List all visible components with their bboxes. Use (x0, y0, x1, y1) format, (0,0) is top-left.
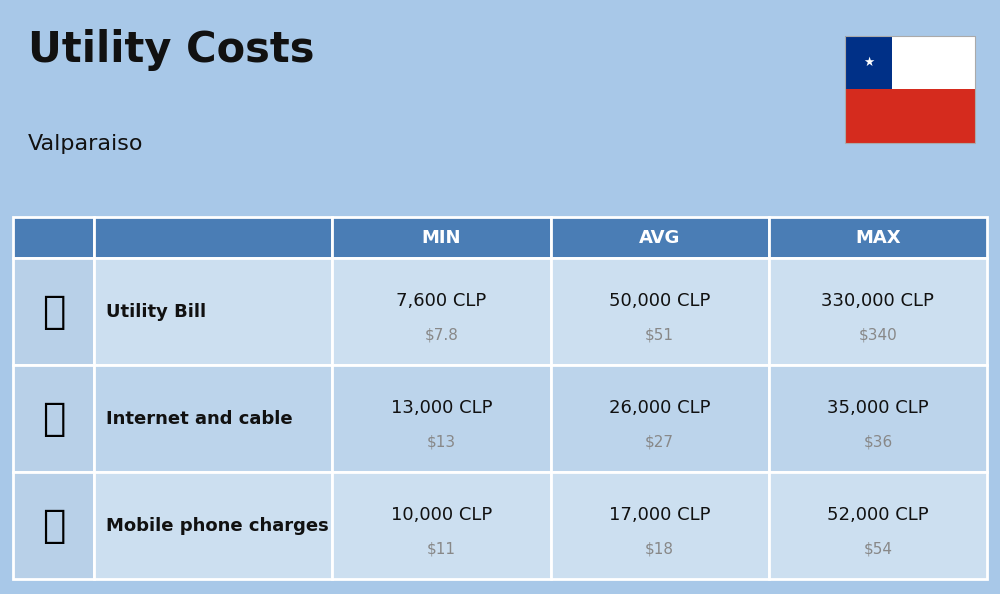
Text: MIN: MIN (422, 229, 461, 247)
Text: MAX: MAX (855, 229, 901, 247)
Text: Mobile phone charges: Mobile phone charges (106, 517, 329, 535)
Bar (845, 36, 975, 89)
Bar (845, 36, 892, 89)
Text: 26,000 CLP: 26,000 CLP (609, 399, 710, 417)
Bar (94, 217, 332, 258)
Text: $27: $27 (645, 435, 674, 450)
Text: AVG: AVG (639, 229, 680, 247)
Text: ★: ★ (863, 56, 874, 69)
Text: $11: $11 (427, 542, 456, 557)
Bar (13, 217, 94, 258)
Bar (332, 472, 551, 579)
Text: $13: $13 (427, 435, 456, 450)
Bar (769, 472, 987, 579)
Bar (551, 217, 769, 258)
Bar (13, 365, 94, 472)
Text: $7.8: $7.8 (425, 328, 458, 343)
Bar (551, 472, 769, 579)
Bar (845, 36, 975, 143)
Text: $54: $54 (863, 542, 892, 557)
Text: Internet and cable: Internet and cable (106, 410, 292, 428)
Text: 35,000 CLP: 35,000 CLP (827, 399, 929, 417)
Bar (13, 472, 94, 579)
Bar (551, 365, 769, 472)
Text: 13,000 CLP: 13,000 CLP (391, 399, 492, 417)
Text: Utility Bill: Utility Bill (106, 303, 206, 321)
Bar (332, 258, 551, 365)
Bar (769, 217, 987, 258)
Bar (13, 258, 94, 365)
Text: 10,000 CLP: 10,000 CLP (391, 506, 492, 524)
Bar (845, 89, 975, 143)
Bar (94, 258, 332, 365)
Text: $36: $36 (863, 435, 893, 450)
Text: 52,000 CLP: 52,000 CLP (827, 506, 929, 524)
Text: 17,000 CLP: 17,000 CLP (609, 506, 710, 524)
Bar (94, 472, 332, 579)
Text: 330,000 CLP: 330,000 CLP (821, 292, 934, 310)
Text: $18: $18 (645, 542, 674, 557)
Text: Valparaiso: Valparaiso (28, 134, 144, 154)
Text: $340: $340 (859, 328, 897, 343)
Text: 📱: 📱 (42, 507, 65, 545)
Text: 📡: 📡 (42, 400, 65, 438)
Text: 7,600 CLP: 7,600 CLP (396, 292, 487, 310)
Text: Utility Costs: Utility Costs (28, 29, 314, 71)
Bar (94, 365, 332, 472)
Bar (332, 365, 551, 472)
Text: 🔌: 🔌 (42, 293, 65, 331)
Bar (332, 217, 551, 258)
Text: 50,000 CLP: 50,000 CLP (609, 292, 710, 310)
Text: $51: $51 (645, 328, 674, 343)
Bar (769, 365, 987, 472)
Bar (769, 258, 987, 365)
Bar (551, 258, 769, 365)
